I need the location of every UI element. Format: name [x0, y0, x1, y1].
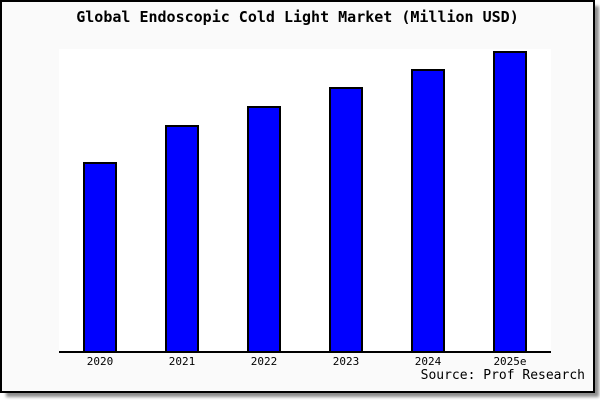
chart-title: Global Endoscopic Cold Light Market (Mil…	[76, 8, 519, 26]
x-tick-label: 2025e	[493, 355, 527, 368]
bar-2025e	[493, 51, 527, 351]
bar-slot	[469, 49, 551, 351]
bar-2021	[165, 125, 199, 351]
bar-slot	[223, 49, 305, 351]
x-tick-label: 2020	[86, 355, 114, 368]
bar-slot	[59, 49, 141, 351]
x-tick-label: 2021	[168, 355, 196, 368]
bar-2023	[329, 87, 363, 351]
bar-slot	[387, 49, 469, 351]
chart-card: Global Endoscopic Cold Light Market (Mil…	[0, 0, 595, 393]
bar-slot	[141, 49, 223, 351]
plot-area	[59, 49, 551, 353]
x-tick-label: 2023	[332, 355, 360, 368]
bar-slot	[305, 49, 387, 351]
x-axis-tick-labels: 2020 2021 2022 2023 2024 2025e	[59, 355, 551, 368]
bar-2022	[247, 106, 281, 351]
source-note: Source: Prof Research	[420, 368, 585, 383]
x-tick-label: 2022	[250, 355, 278, 368]
bar-2020	[83, 162, 117, 351]
bar-2024	[411, 69, 445, 351]
x-tick-label: 2024	[414, 355, 442, 368]
